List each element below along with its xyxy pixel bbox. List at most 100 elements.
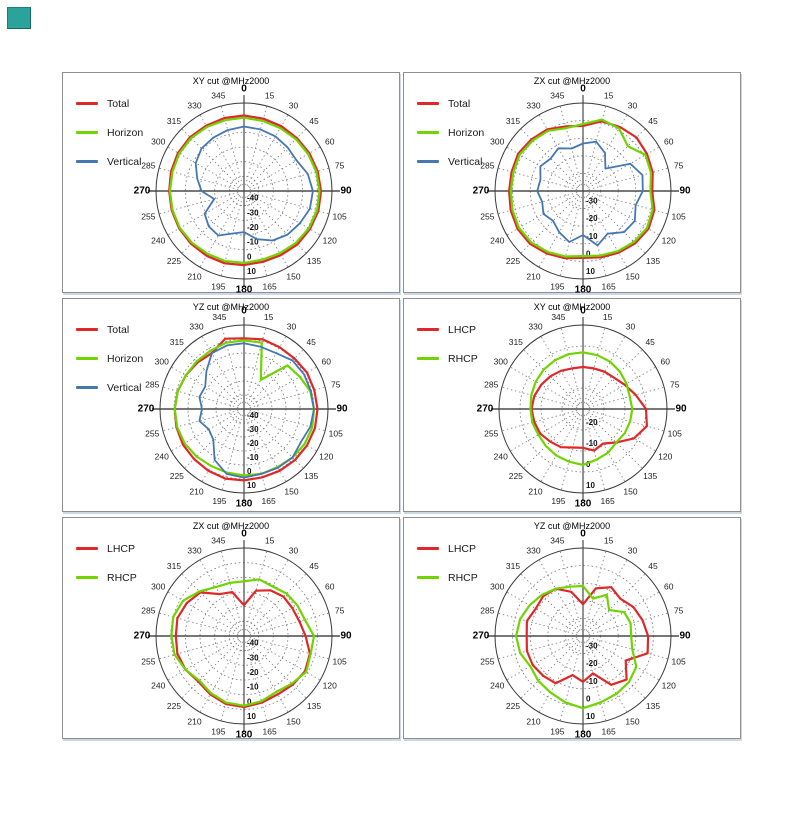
grid-spoke: [247, 639, 307, 699]
radial-label--10: -10: [247, 683, 259, 692]
angle-label-45: 45: [309, 116, 319, 126]
grid-spoke: [585, 559, 628, 632]
chart-panel-0: XY cut @MHz2000 Total Horizon Vertical 0 15 30…: [62, 72, 400, 296]
grid-spoke: [246, 640, 289, 713]
angle-label-120: 120: [323, 681, 337, 691]
series-total: [168, 114, 323, 267]
grid-spoke: [248, 638, 321, 681]
grid-spoke: [588, 167, 669, 190]
grid-spoke: [584, 105, 607, 186]
angle-label-30: 30: [289, 545, 299, 555]
legend-swatch: [417, 131, 439, 134]
angle-label-345: 345: [551, 312, 565, 322]
legend-label: Horizon: [448, 126, 485, 139]
series-lhcp: [525, 586, 650, 686]
angle-label-345: 345: [550, 90, 564, 100]
angle-label-45: 45: [306, 337, 316, 347]
series-vertical: [198, 342, 315, 479]
angle-label-225: 225: [509, 471, 523, 481]
grid-spoke: [586, 128, 646, 188]
legend-item-lhcp: LHCP: [417, 534, 478, 563]
angle-label-120: 120: [662, 236, 676, 246]
radial-label--40: -40: [247, 411, 259, 420]
angle-label-240: 240: [490, 681, 504, 691]
outer-circle: [498, 324, 668, 494]
angle-label-195: 195: [551, 496, 565, 506]
angle-label-120: 120: [662, 681, 676, 691]
angle-label-60: 60: [664, 582, 674, 592]
grid-spoke: [184, 349, 241, 406]
angle-label-75: 75: [674, 605, 684, 615]
angle-label-195: 195: [212, 496, 226, 506]
radial-label--40: -40: [247, 194, 259, 203]
angle-label-240: 240: [494, 452, 508, 462]
angle-label-120: 120: [319, 452, 333, 462]
grid-spoke: [220, 641, 243, 722]
grid-spoke: [560, 414, 582, 491]
angle-label-240: 240: [155, 452, 169, 462]
angle-label-15: 15: [604, 90, 614, 100]
radial-label--30: -30: [586, 197, 598, 206]
angle-label-0: 0: [580, 306, 586, 317]
angle-label-285: 285: [484, 379, 498, 389]
angle-label-30: 30: [626, 322, 636, 332]
legend-item-lhcp: LHCP: [417, 315, 478, 344]
grid-spoke: [584, 414, 606, 491]
series-total: [507, 120, 656, 260]
angle-label-60: 60: [325, 137, 335, 147]
radial-label-10: 10: [586, 481, 595, 490]
chart-panel-1: ZX cut @MHz2000 Total Horizon Vertical 0 15 30…: [403, 72, 741, 296]
angle-label-165: 165: [602, 282, 616, 292]
angle-label-330: 330: [528, 322, 542, 332]
grid-spoke: [171, 411, 240, 452]
angle-label-165: 165: [261, 496, 275, 506]
radial-label-0: 0: [586, 694, 591, 703]
legend-swatch: [76, 328, 98, 331]
angle-label-330: 330: [187, 545, 201, 555]
angle-label-0: 0: [580, 529, 586, 540]
grid-spoke: [585, 640, 628, 713]
grid-spoke: [181, 573, 241, 633]
angle-label-285: 285: [141, 605, 155, 615]
angle-label-210: 210: [189, 486, 203, 496]
radial-label-0: 0: [247, 252, 252, 261]
angle-label-195: 195: [211, 282, 225, 292]
angle-label-180: 180: [575, 730, 592, 741]
angle-label-255: 255: [484, 429, 498, 439]
grid-spoke: [520, 573, 580, 633]
angle-label-285: 285: [480, 160, 494, 170]
radial-label--10: -10: [586, 677, 598, 686]
angle-label-240: 240: [151, 681, 165, 691]
legend-swatch: [417, 576, 439, 579]
grid-spoke: [162, 386, 239, 408]
grid-spoke: [249, 410, 326, 432]
angle-label-105: 105: [668, 429, 682, 439]
grid-spoke: [585, 195, 628, 268]
angle-label-105: 105: [672, 657, 686, 667]
angle-label-180: 180: [575, 499, 592, 510]
angle-label-285: 285: [141, 160, 155, 170]
legend-swatch: [76, 131, 98, 134]
radial-label--10: -10: [247, 453, 259, 462]
series-horizon: [173, 339, 316, 477]
angle-label-195: 195: [550, 727, 564, 737]
grid-spoke: [587, 411, 656, 452]
angle-label-75: 75: [335, 605, 345, 615]
angle-label-150: 150: [284, 486, 298, 496]
grid-spoke: [249, 612, 330, 635]
angle-label-195: 195: [550, 282, 564, 292]
angle-label-30: 30: [628, 545, 638, 555]
angle-label-30: 30: [289, 100, 299, 110]
angle-label-225: 225: [167, 256, 181, 266]
grid-spoke: [585, 413, 626, 482]
angle-label-60: 60: [664, 137, 674, 147]
grid-spoke: [538, 559, 581, 632]
grid-spoke: [497, 612, 578, 635]
radial-label-10: 10: [247, 481, 256, 490]
grid-spoke: [220, 550, 243, 631]
radial-label-10: 10: [586, 712, 595, 721]
angle-label-255: 255: [480, 657, 494, 667]
legend-label: LHCP: [107, 542, 136, 555]
grid-spoke: [510, 411, 579, 452]
